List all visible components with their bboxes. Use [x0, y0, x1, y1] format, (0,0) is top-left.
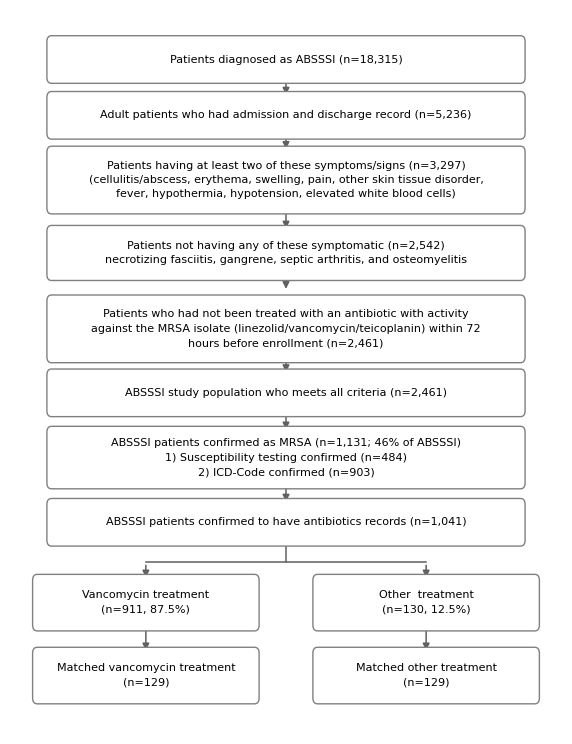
Text: Patients having at least two of these symptoms/signs (n=3,297): Patients having at least two of these sy… — [106, 161, 466, 170]
FancyBboxPatch shape — [313, 574, 539, 631]
FancyBboxPatch shape — [47, 295, 525, 362]
Text: Matched other treatment: Matched other treatment — [356, 664, 496, 673]
Text: 1) Susceptibility testing confirmed (n=484): 1) Susceptibility testing confirmed (n=4… — [165, 452, 407, 463]
FancyBboxPatch shape — [47, 92, 525, 139]
Text: necrotizing fasciitis, gangrene, septic arthritis, and osteomyelitis: necrotizing fasciitis, gangrene, septic … — [105, 255, 467, 265]
Text: Patients diagnosed as ABSSSI (n=18,315): Patients diagnosed as ABSSSI (n=18,315) — [170, 54, 402, 65]
Text: Adult patients who had admission and discharge record (n=5,236): Adult patients who had admission and dis… — [100, 110, 472, 121]
Text: Patients who had not been treated with an antibiotic with activity: Patients who had not been treated with a… — [103, 310, 469, 319]
Text: ABSSSI patients confirmed to have antibiotics records (n=1,041): ABSSSI patients confirmed to have antibi… — [106, 517, 466, 527]
Text: 2) ICD-Code confirmed (n=903): 2) ICD-Code confirmed (n=903) — [197, 467, 375, 477]
FancyBboxPatch shape — [47, 426, 525, 489]
Text: ABSSSI patients confirmed as MRSA (n=1,131; 46% of ABSSSI): ABSSSI patients confirmed as MRSA (n=1,1… — [111, 438, 461, 448]
Text: (cellulitis/abscess, erythema, swelling, pain, other skin tissue disorder,: (cellulitis/abscess, erythema, swelling,… — [89, 175, 483, 185]
FancyBboxPatch shape — [47, 146, 525, 214]
Text: fever, hypothermia, hypotension, elevated white blood cells): fever, hypothermia, hypotension, elevate… — [116, 190, 456, 199]
Text: (n=129): (n=129) — [403, 678, 450, 687]
Text: Vancomycin treatment: Vancomycin treatment — [82, 591, 209, 600]
FancyBboxPatch shape — [313, 647, 539, 704]
Text: (n=129): (n=129) — [122, 678, 169, 687]
Text: hours before enrollment (n=2,461): hours before enrollment (n=2,461) — [188, 339, 384, 348]
Text: ABSSSI study population who meets all criteria (n=2,461): ABSSSI study population who meets all cr… — [125, 388, 447, 398]
Text: Patients not having any of these symptomatic (n=2,542): Patients not having any of these symptom… — [127, 241, 445, 251]
FancyBboxPatch shape — [47, 369, 525, 417]
Text: against the MRSA isolate (linezolid/vancomycin/teicoplanin) within 72: against the MRSA isolate (linezolid/vanc… — [91, 324, 481, 334]
FancyBboxPatch shape — [47, 225, 525, 280]
FancyBboxPatch shape — [33, 574, 259, 631]
FancyBboxPatch shape — [33, 647, 259, 704]
Text: (n=911, 87.5%): (n=911, 87.5%) — [101, 605, 190, 615]
Text: Other  treatment: Other treatment — [379, 591, 474, 600]
Text: Matched vancomycin treatment: Matched vancomycin treatment — [57, 664, 235, 673]
Text: (n=130, 12.5%): (n=130, 12.5%) — [382, 605, 470, 615]
FancyBboxPatch shape — [47, 36, 525, 83]
FancyBboxPatch shape — [47, 498, 525, 546]
